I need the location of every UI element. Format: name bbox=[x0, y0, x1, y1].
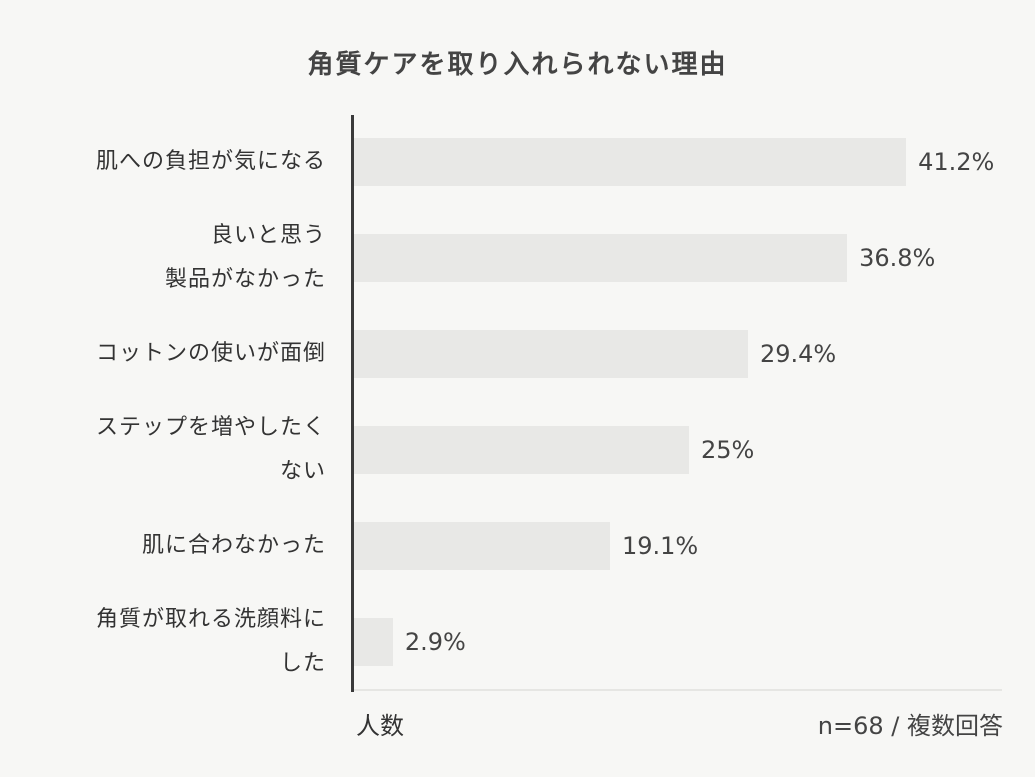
sample-note: n=68 / 複数回答 bbox=[817, 712, 1003, 740]
x-axis-line bbox=[354, 689, 1002, 691]
bar bbox=[354, 330, 748, 378]
y-axis-line bbox=[351, 115, 354, 692]
chart-title: 角質ケアを取り入れられない理由 bbox=[307, 50, 728, 80]
value-label: 36.8% bbox=[859, 244, 936, 272]
x-axis-label: 人数 bbox=[356, 712, 404, 740]
bar bbox=[354, 522, 610, 570]
category-label: 良いと思う 製品がなかった bbox=[164, 223, 326, 292]
category-label: 肌への負担が気になる bbox=[95, 149, 326, 174]
category-label: コットンの使いが面倒 bbox=[95, 341, 326, 366]
value-label: 2.9% bbox=[404, 628, 466, 656]
bar bbox=[354, 426, 689, 474]
value-label: 19.1% bbox=[621, 532, 699, 560]
value-label: 29.4% bbox=[759, 340, 837, 368]
value-label: 25% bbox=[701, 436, 755, 464]
category-label: 角質が取れる洗顔料に した bbox=[95, 607, 326, 676]
bar bbox=[354, 618, 393, 666]
bar bbox=[354, 138, 907, 186]
value-label: 41.2% bbox=[918, 148, 995, 176]
bar bbox=[354, 234, 848, 282]
category-label: ステップを増やしたく ない bbox=[95, 415, 326, 484]
category-label: 肌に合わなかった bbox=[141, 533, 326, 558]
